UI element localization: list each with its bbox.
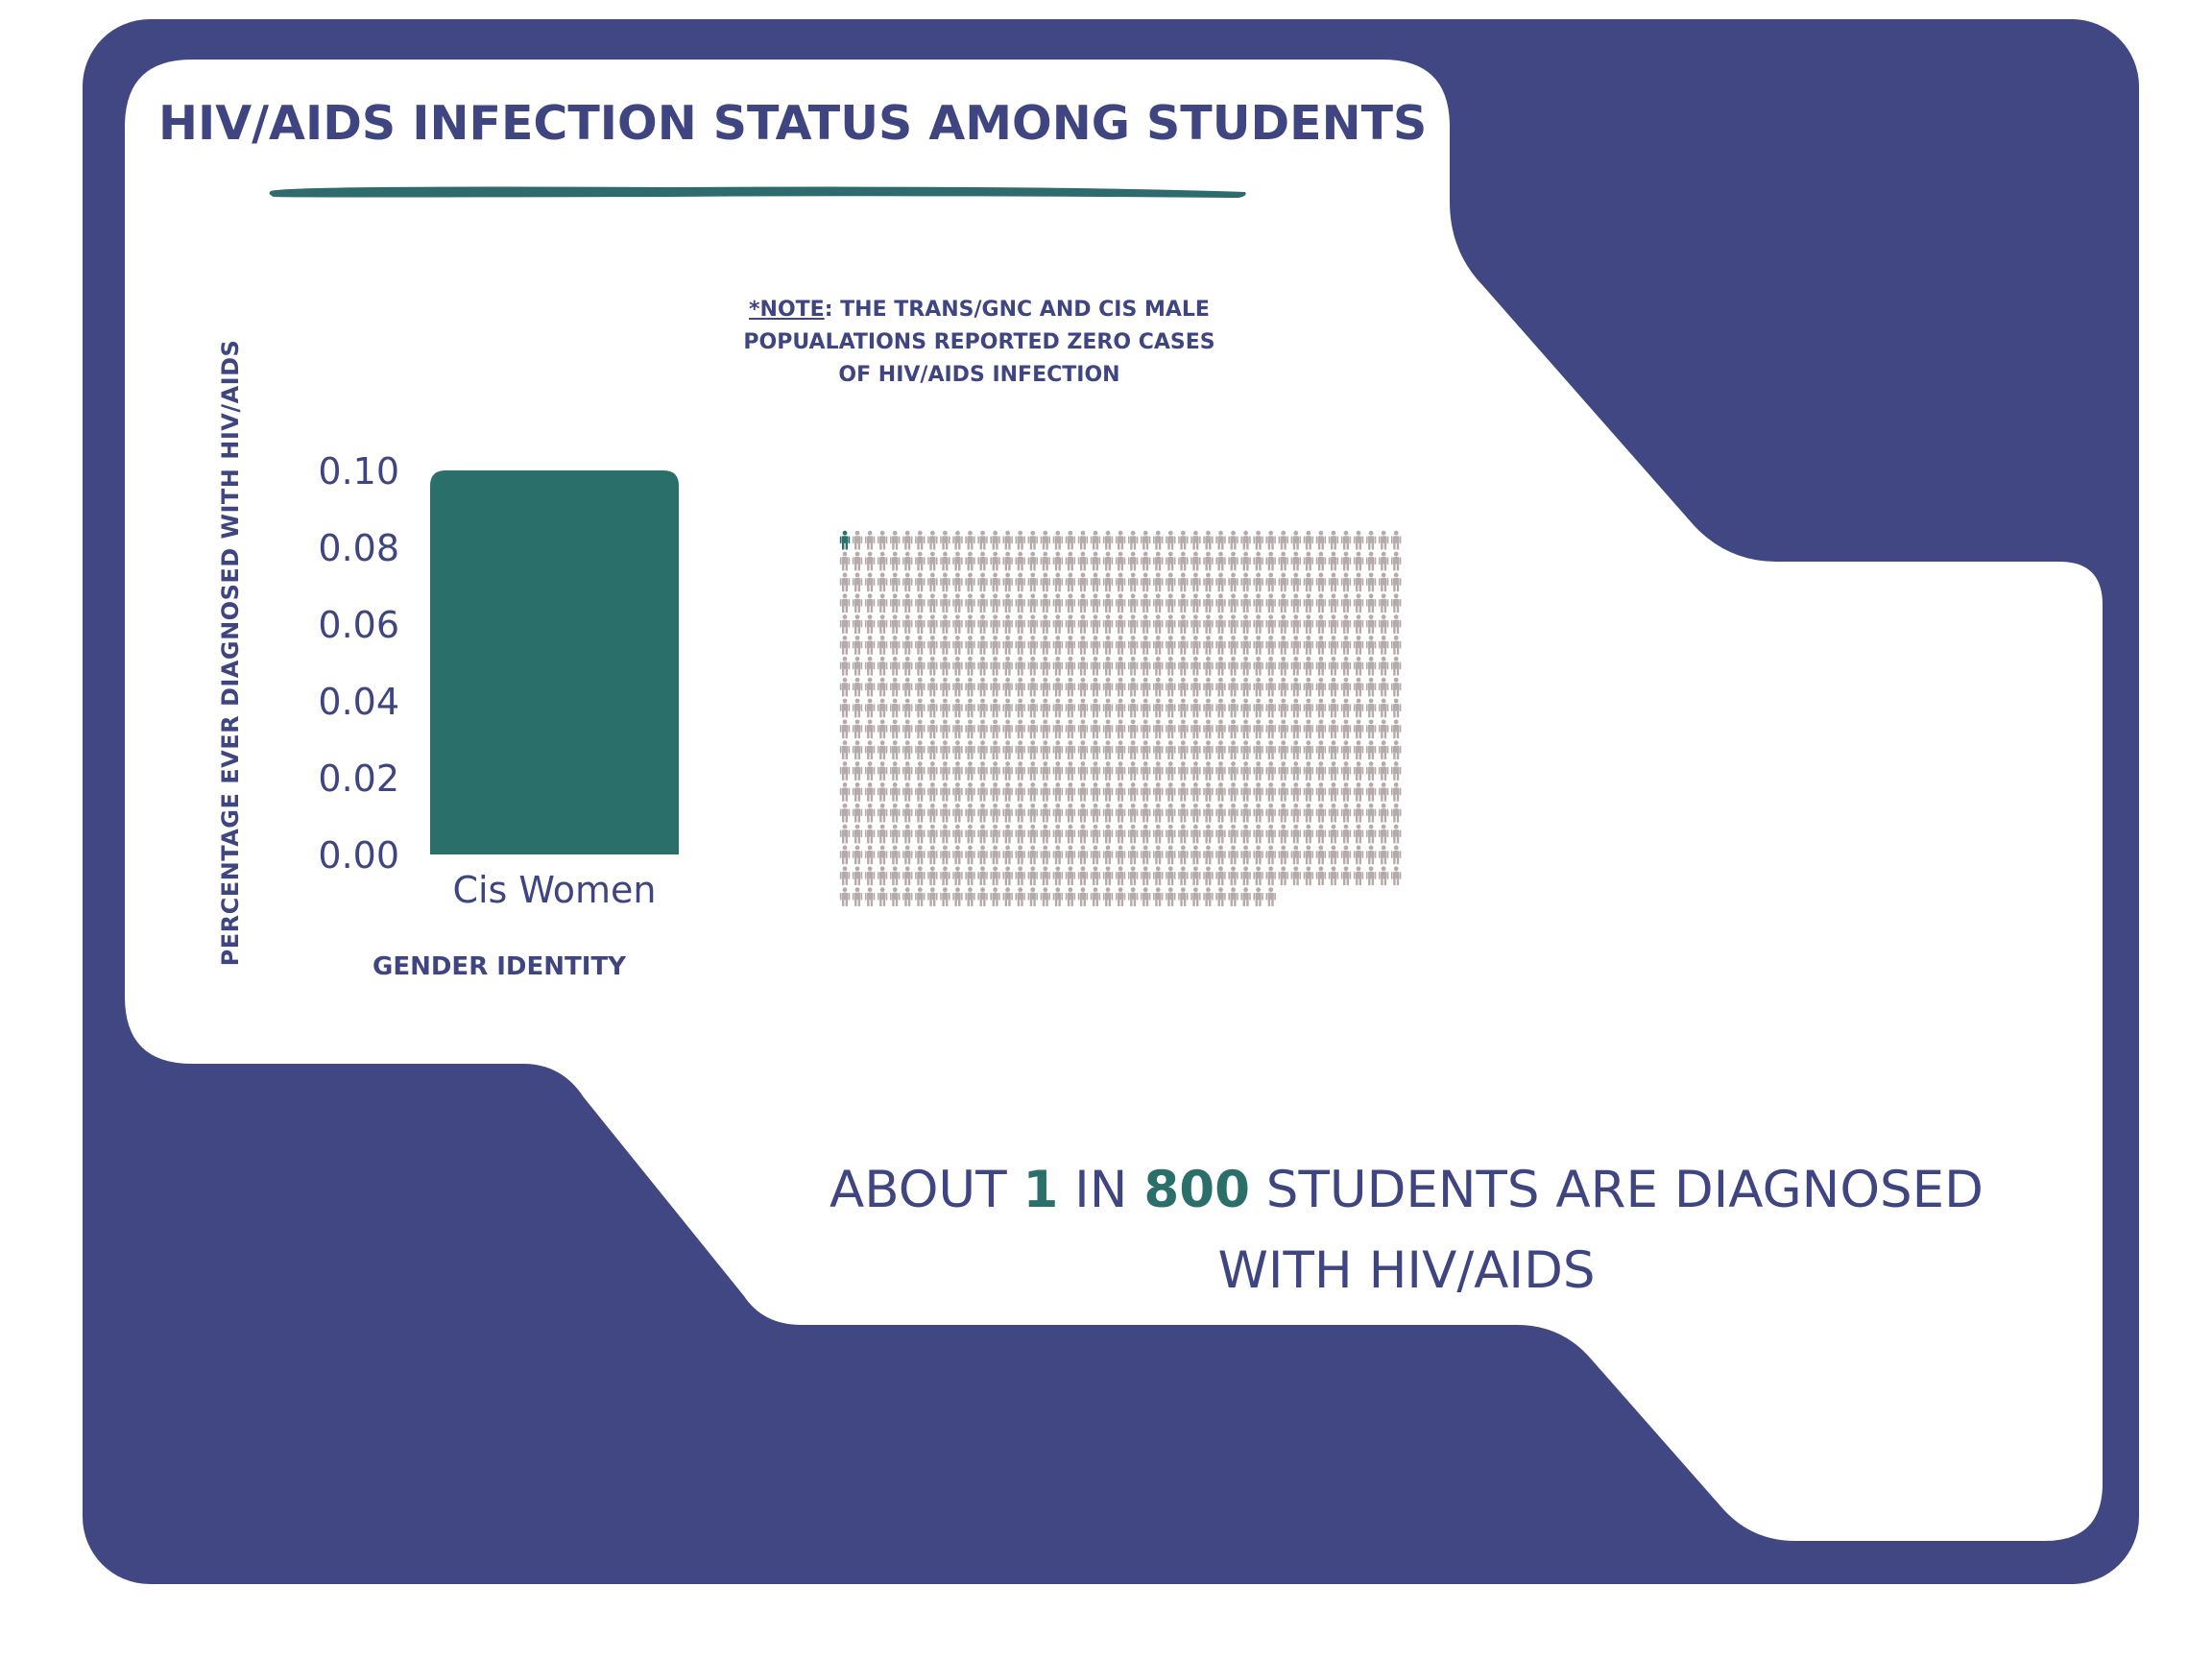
x-axis-label: GENDER IDENTITY [372, 952, 627, 981]
white-content-panel [125, 60, 2103, 1541]
chart-title: HIV/AIDS INFECTION STATUS AMONG STUDENTS [158, 96, 1428, 151]
note-text: *NOTE: THE TRANS/GNC AND CIS MALE POPUAL… [739, 294, 1219, 392]
title-underline [269, 186, 1246, 198]
y-axis-label: PERCENTAGE EVER DIAGNOSED WITH HIV/AIDS [217, 339, 244, 967]
note-label: *NOTE [749, 298, 825, 322]
note-body: : THE TRANS/GNC AND CIS MALE POPUALATION… [743, 298, 1215, 387]
